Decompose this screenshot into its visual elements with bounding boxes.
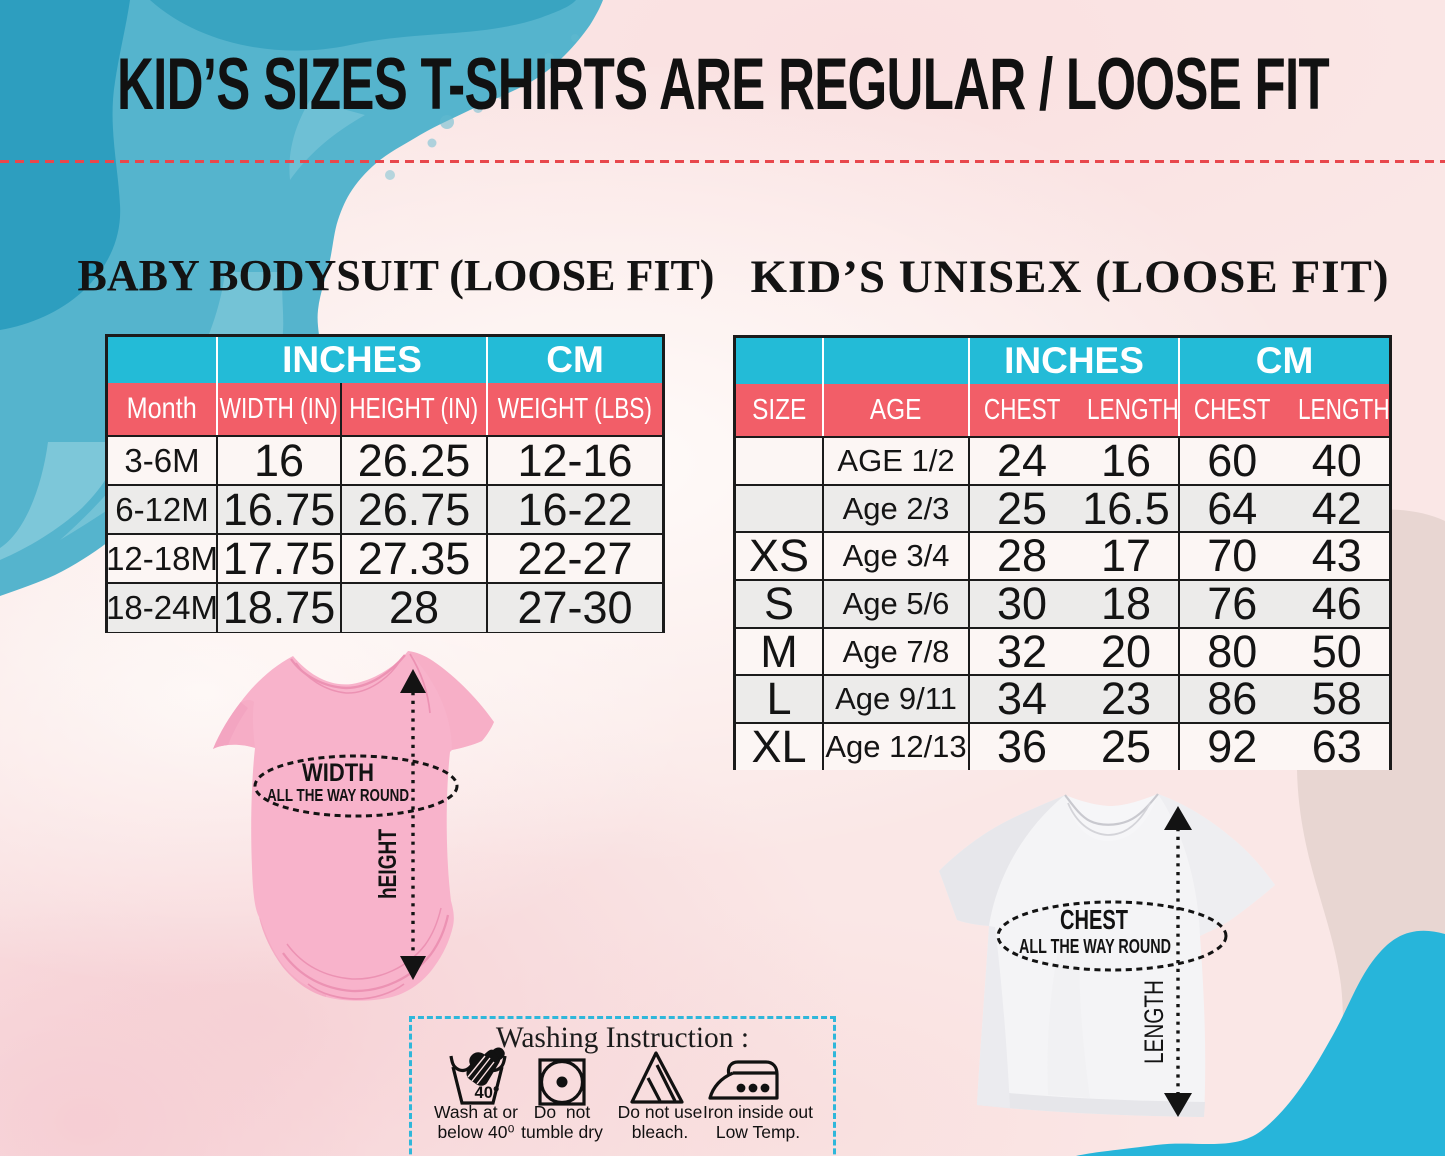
svg-text:WIDTH: WIDTH xyxy=(302,759,374,787)
svg-text:hEIGHT: hEIGHT xyxy=(374,829,402,899)
svg-text:40°: 40° xyxy=(475,1084,500,1102)
svg-text:ALL THE WAY ROUND: ALL THE WAY ROUND xyxy=(1019,936,1171,958)
svg-text:LENGTH: LENGTH xyxy=(1139,980,1169,1064)
svg-text:ALL THE WAY ROUND: ALL THE WAY ROUND xyxy=(267,785,409,805)
svg-text:CHEST: CHEST xyxy=(1060,904,1128,935)
